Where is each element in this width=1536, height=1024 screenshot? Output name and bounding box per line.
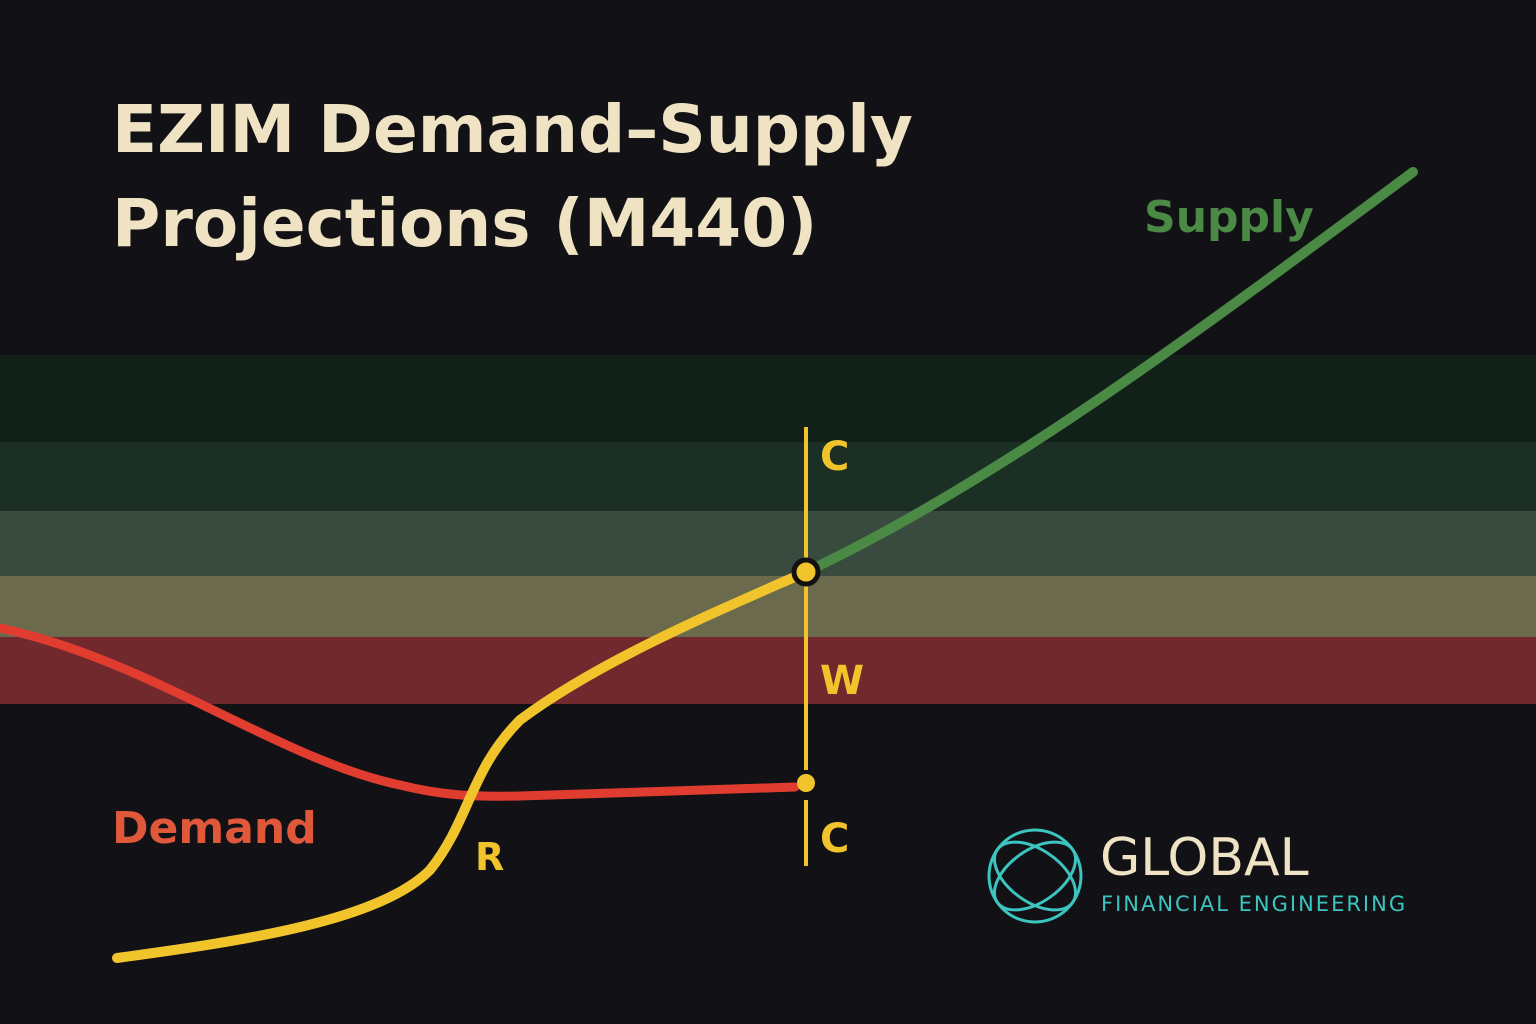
title-line: Projections (M440)	[112, 185, 817, 262]
point	[797, 774, 815, 792]
curve	[112, 567, 811, 963]
band	[0, 442, 1536, 511]
equilibrium-point	[791, 557, 821, 587]
r-label: R	[475, 835, 504, 879]
c-label: C	[820, 816, 849, 862]
logo-mark	[987, 828, 1083, 924]
demand-label: Demand	[112, 803, 317, 854]
title-line: EZIM Demand–Supply	[112, 91, 913, 168]
logo-tagline: FINANCIAL ENGINEERING	[1101, 892, 1407, 916]
c-label: C	[820, 434, 849, 480]
logo-name: GLOBAL	[1100, 828, 1309, 888]
w-label: W	[820, 658, 864, 704]
band	[0, 637, 1536, 704]
supply-curve	[801, 167, 1418, 577]
supply-label: Supply	[1144, 192, 1314, 243]
band	[0, 511, 1536, 576]
band	[0, 355, 1536, 442]
